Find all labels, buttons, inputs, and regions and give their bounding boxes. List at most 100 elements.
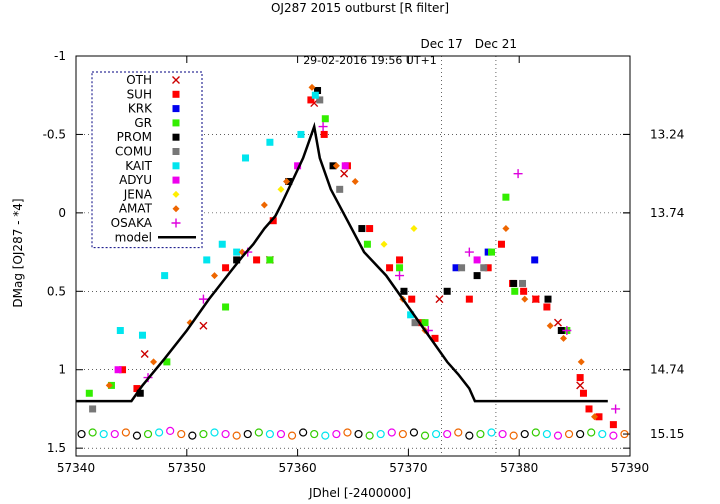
chart-timestamp: 29-02-2016 19:56 UT+1: [303, 54, 437, 67]
data-point-amat: [211, 272, 218, 280]
baseline-point: [276, 429, 286, 439]
data-point-kait: [138, 331, 146, 339]
data-point-suh: [133, 385, 141, 393]
baseline-point: [188, 431, 197, 440]
data-point-adyu: [114, 366, 122, 374]
legend-swatch: [172, 119, 180, 127]
data-point-oth: [340, 169, 349, 178]
data-point-osaka: [395, 271, 405, 281]
baseline-point: [542, 429, 552, 439]
data-point-prom: [358, 225, 366, 233]
data-point-suh: [484, 264, 492, 272]
y-tick-label: 1.5: [47, 441, 66, 455]
data-point-kait: [218, 240, 226, 248]
data-point-suh: [532, 295, 540, 303]
data-point-adyu: [294, 162, 302, 170]
data-point-jena: [380, 240, 388, 248]
data-point-krk: [452, 264, 460, 272]
data-point-prom: [557, 327, 565, 335]
baseline-point: [254, 428, 263, 437]
model-curve: [76, 121, 608, 403]
data-point-comu: [519, 279, 527, 287]
x-tick-label: 57340: [57, 461, 95, 475]
data-point-suh: [595, 413, 603, 421]
data-point-suh: [320, 130, 328, 138]
baseline-point: [177, 429, 186, 439]
data-point-kait: [407, 311, 415, 319]
data-point-kait: [311, 91, 319, 99]
right-axis-label: 14.74: [650, 363, 684, 377]
baseline-point: [454, 428, 463, 437]
legend-label: KRK: [128, 102, 153, 116]
data-point-adyu: [341, 162, 349, 170]
data-point-amat: [560, 334, 568, 342]
legend-swatch: [172, 133, 180, 141]
chart-title: OJ287 2015 outburst [R filter]: [271, 1, 449, 15]
data-point-oth: [199, 321, 208, 330]
legend-label: OSAKA: [111, 216, 153, 230]
data-point-suh: [366, 225, 374, 233]
baseline-point: [409, 428, 419, 437]
data-point-gr: [163, 358, 171, 366]
data-point-comu: [336, 185, 344, 193]
y-axis-label: DMag [OJ287 - *4]: [11, 198, 25, 307]
data-point-amat: [546, 322, 554, 330]
data-point-kait: [266, 138, 274, 146]
data-point-osaka: [611, 404, 621, 414]
data-point-prom: [233, 256, 241, 264]
baseline-point: [155, 428, 164, 437]
data-point-suh: [576, 374, 584, 382]
baseline-point: [199, 429, 208, 439]
data-point-suh: [543, 303, 551, 311]
data-point-kait: [297, 130, 305, 138]
plot-frame: [75, 55, 631, 457]
data-point-amat: [577, 358, 585, 366]
legend-swatch: [172, 148, 180, 155]
y-tick-label: -1: [54, 49, 66, 63]
legend-label: OTH: [126, 73, 152, 87]
data-point-kait: [203, 256, 211, 264]
legend-swatch: [172, 190, 180, 198]
legend-label: AMAT: [119, 202, 153, 216]
data-point-kait: [116, 327, 124, 335]
data-point-amat: [502, 225, 510, 233]
data-point-gr: [396, 264, 404, 272]
baseline-series: [77, 426, 629, 440]
baseline-point: [432, 429, 441, 439]
data-point-gr: [511, 287, 519, 295]
baseline-point: [376, 429, 385, 439]
legend-label: COMU: [115, 145, 152, 159]
data-point-prom: [400, 287, 408, 295]
data-point-oth: [435, 295, 444, 304]
baseline-point: [509, 431, 518, 440]
baseline-point: [143, 429, 153, 439]
baseline-point: [265, 429, 274, 439]
legend-swatch: [172, 162, 180, 170]
data-point-prom: [510, 279, 518, 287]
date-markers: Dec 17 Dec 21: [420, 37, 517, 456]
data-point-jena: [277, 185, 285, 193]
data-point-prom: [544, 295, 552, 303]
data-series: [85, 83, 621, 429]
y-tick-label: -0.5: [43, 127, 66, 141]
data-point-amat: [260, 201, 268, 209]
baseline-point: [132, 431, 142, 440]
data-point-suh: [253, 256, 261, 264]
x-tick-label: 57360: [279, 461, 317, 475]
data-point-amat: [105, 381, 113, 389]
data-point-osaka: [464, 247, 474, 257]
legend-swatch: [171, 218, 181, 228]
baseline-point: [88, 428, 97, 437]
legend-swatch: [172, 105, 180, 113]
baseline-point: [310, 429, 319, 439]
baseline-point: [365, 431, 374, 440]
baseline-point: [210, 428, 219, 437]
data-point-suh: [386, 264, 394, 272]
baseline-point: [321, 431, 330, 440]
data-point-osaka: [198, 294, 208, 304]
baseline-point: [243, 429, 252, 439]
y-tick-label: 0.5: [47, 284, 66, 298]
legend-label: GR: [134, 116, 152, 130]
data-point-kait: [233, 248, 241, 256]
